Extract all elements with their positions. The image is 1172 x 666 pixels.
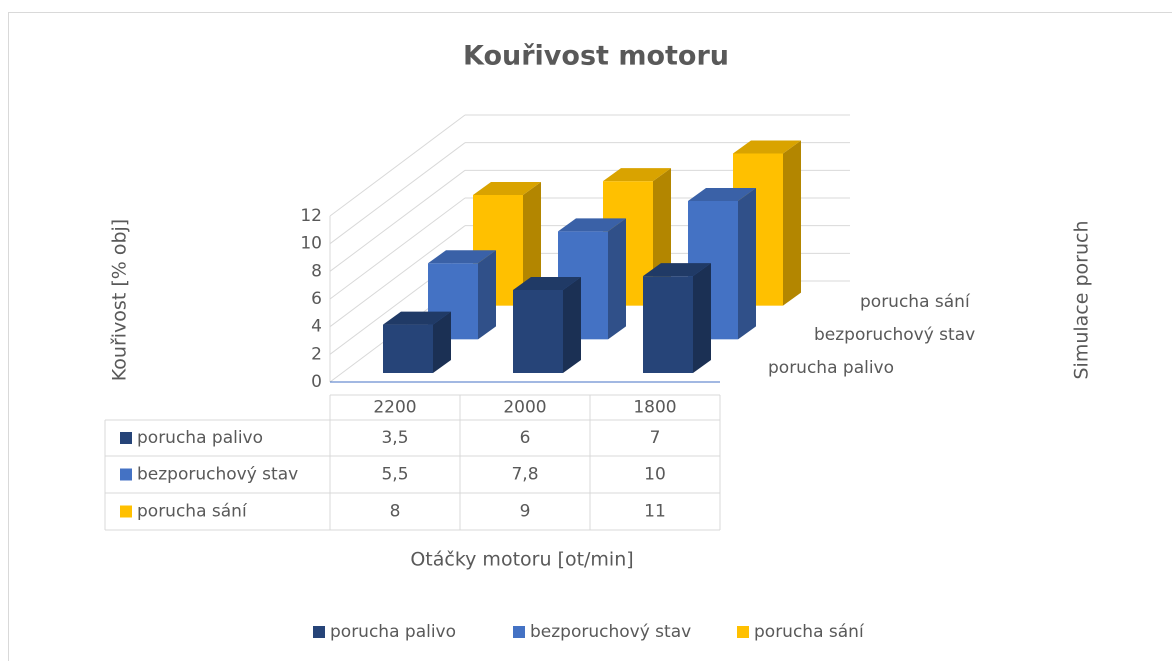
- table-series-name: bezporuchový stav: [137, 465, 298, 485]
- x-axis-title: Otáčky motoru [ot/min]: [410, 549, 633, 571]
- table-value: 3,5: [381, 428, 408, 448]
- legend-key: [513, 626, 525, 638]
- bar-side: [563, 277, 581, 373]
- table-value: 6: [520, 428, 531, 448]
- x-tick-label: 2200: [373, 398, 416, 418]
- bar-front: [643, 276, 693, 373]
- y-axis-title: Kouřivost [% obj]: [109, 219, 131, 381]
- table-value: 7: [650, 428, 661, 448]
- legend-key: [313, 626, 325, 638]
- bar-side: [783, 141, 801, 306]
- table-value: 10: [644, 465, 666, 485]
- legend-label: porucha sání: [754, 622, 865, 642]
- y-tick-label: 10: [300, 234, 322, 254]
- bar-front: [513, 290, 563, 373]
- y-tick-label: 4: [311, 317, 322, 337]
- y-tick-label: 0: [311, 372, 322, 392]
- legend-key: [120, 506, 132, 518]
- chart-title: Kouřivost motoru: [463, 41, 729, 72]
- table-value: 11: [644, 502, 666, 522]
- table-value: 9: [520, 502, 531, 522]
- table-series-name: porucha sání: [137, 502, 248, 522]
- bar-side: [738, 188, 756, 339]
- y-tick-label: 2: [311, 344, 322, 364]
- legend-label: bezporuchový stav: [530, 622, 691, 642]
- y-tick-label: 8: [311, 261, 322, 281]
- bar-side: [478, 250, 496, 339]
- depth-label: bezporuchový stav: [814, 325, 975, 345]
- y-tick-label: 12: [300, 206, 322, 226]
- bar-side: [608, 218, 626, 339]
- legend-label: porucha palivo: [330, 622, 456, 642]
- legend-key: [120, 469, 132, 481]
- depth-label: porucha palivo: [768, 358, 894, 378]
- x-tick-label: 1800: [633, 398, 676, 418]
- bar-front: [383, 325, 433, 373]
- table-series-name: porucha palivo: [137, 428, 263, 448]
- x-tick-label: 2000: [503, 398, 546, 418]
- depth-label: porucha sání: [860, 292, 971, 312]
- legend-key: [120, 432, 132, 444]
- y-tick-label: 6: [311, 289, 322, 309]
- table-value: 5,5: [381, 465, 408, 485]
- z-axis-title: Simulace poruch: [1071, 220, 1093, 379]
- bar-side: [693, 263, 711, 373]
- table-value: 8: [390, 502, 401, 522]
- table-value: 7,8: [511, 465, 538, 485]
- legend-key: [737, 626, 749, 638]
